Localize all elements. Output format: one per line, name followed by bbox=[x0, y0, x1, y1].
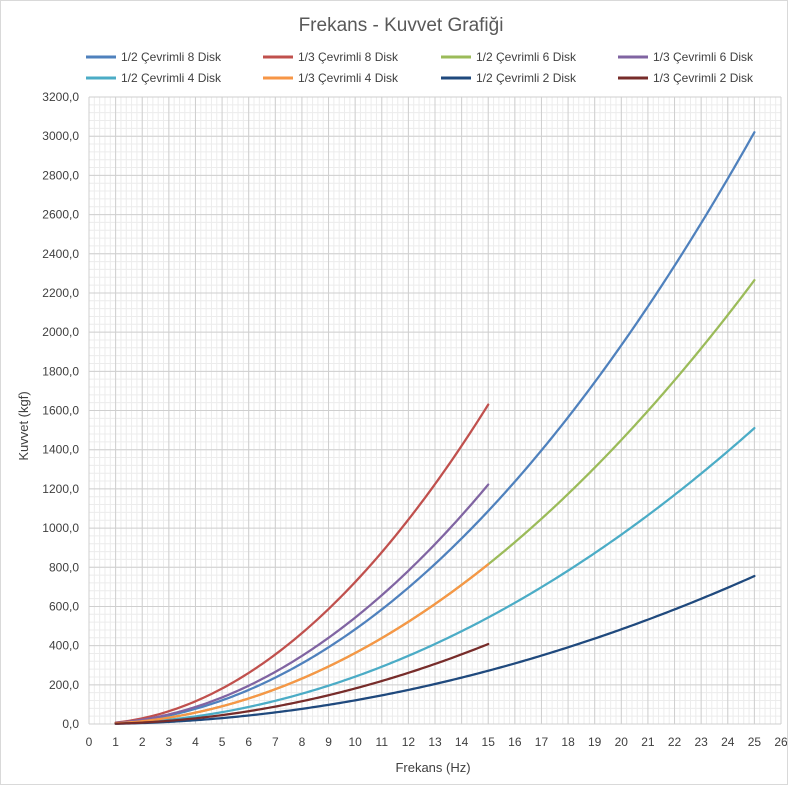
x-tick-label: 16 bbox=[508, 735, 522, 749]
x-tick-label: 2 bbox=[139, 735, 146, 749]
y-tick-label: 2400,0 bbox=[42, 247, 79, 261]
y-tick-label: 1600,0 bbox=[42, 404, 79, 418]
series-line-8 bbox=[114, 642, 490, 725]
chart-title: Frekans - Kuvvet Grafiği bbox=[299, 15, 504, 36]
y-tick-label: 1200,0 bbox=[42, 482, 79, 496]
x-tick-label: 23 bbox=[694, 735, 708, 749]
y-axis-ticks: 0,0 200,0 400,0 600,0 800,0 1000,0 1200,0 1400,… bbox=[42, 90, 79, 731]
x-tick-label: 11 bbox=[376, 735, 389, 749]
legend-label: 1/3 Çevrimli 8 Disk bbox=[298, 50, 399, 64]
legend-label: 1/3 Çevrimli 6 Disk bbox=[653, 50, 754, 64]
legend: 1/2 Çevrimli 8 Disk 1/3 Çevrimli 8 Disk 1/… bbox=[86, 50, 754, 85]
x-tick-label: 21 bbox=[641, 735, 655, 749]
series-line-4 bbox=[114, 483, 490, 725]
x-tick-label: 4 bbox=[192, 735, 199, 749]
x-tick-label: 1 bbox=[112, 735, 119, 749]
y-tick-label: 1400,0 bbox=[42, 443, 79, 457]
x-tick-label: 12 bbox=[402, 735, 416, 749]
x-tick-label: 22 bbox=[668, 735, 682, 749]
y-tick-label: 400,0 bbox=[49, 639, 79, 653]
legend-label: 1/2 Çevrimli 8 Disk bbox=[121, 50, 222, 64]
y-tick-label: 2800,0 bbox=[42, 168, 79, 182]
x-tick-label: 9 bbox=[325, 735, 332, 749]
series-line-5 bbox=[114, 427, 756, 725]
legend-label: 1/2 Çevrimli 2 Disk bbox=[476, 71, 577, 85]
series-layer bbox=[114, 131, 756, 725]
x-tick-label: 5 bbox=[219, 735, 226, 749]
y-axis-title: Kuvvet (kgf) bbox=[16, 391, 31, 460]
x-tick-label: 8 bbox=[299, 735, 306, 749]
y-tick-label: 200,0 bbox=[49, 678, 79, 692]
y-tick-label: 600,0 bbox=[49, 599, 79, 613]
x-tick-label: 19 bbox=[588, 735, 602, 749]
y-tick-label: 2000,0 bbox=[42, 325, 79, 339]
series-line-1 bbox=[114, 131, 756, 725]
y-tick-label: 0,0 bbox=[62, 717, 79, 731]
x-axis-title: Frekans (Hz) bbox=[395, 760, 470, 775]
y-tick-label: 800,0 bbox=[49, 560, 79, 574]
y-tick-label: 2600,0 bbox=[42, 208, 79, 222]
x-tick-label: 26 bbox=[774, 735, 787, 749]
legend-label: 1/3 Çevrimli 4 Disk bbox=[298, 71, 399, 85]
x-tick-label: 17 bbox=[535, 735, 549, 749]
x-tick-label: 18 bbox=[561, 735, 575, 749]
legend-label: 1/2 Çevrimli 4 Disk bbox=[121, 71, 222, 85]
x-tick-label: 0 bbox=[86, 735, 93, 749]
x-tick-label: 7 bbox=[272, 735, 279, 749]
series-line-7 bbox=[114, 574, 756, 725]
x-tick-label: 25 bbox=[748, 735, 762, 749]
x-tick-label: 20 bbox=[615, 735, 629, 749]
y-tick-label: 2200,0 bbox=[42, 286, 79, 300]
y-tick-label: 1800,0 bbox=[42, 364, 79, 378]
major-grid bbox=[88, 96, 782, 725]
y-tick-label: 1000,0 bbox=[42, 521, 79, 535]
y-tick-label: 3000,0 bbox=[42, 129, 79, 143]
x-tick-label: 24 bbox=[721, 735, 735, 749]
x-tick-label: 6 bbox=[245, 735, 252, 749]
legend-label: 1/2 Çevrimli 6 Disk bbox=[476, 50, 577, 64]
y-tick-label: 3200,0 bbox=[42, 90, 79, 104]
x-tick-label: 10 bbox=[348, 735, 362, 749]
series-line-2 bbox=[114, 403, 490, 724]
legend-label: 1/3 Çevrimli 2 Disk bbox=[653, 71, 754, 85]
x-tick-label: 15 bbox=[482, 735, 496, 749]
x-axis-ticks: 0 1 2 3 4 5 6 7 8 9 10 11 12 13 14 15 16 17 18 19 20 21 22 23 24… bbox=[86, 735, 787, 749]
x-tick-label: 13 bbox=[428, 735, 442, 749]
x-tick-label: 14 bbox=[455, 735, 469, 749]
x-tick-label: 3 bbox=[166, 735, 173, 749]
series-line-6 bbox=[114, 563, 490, 725]
